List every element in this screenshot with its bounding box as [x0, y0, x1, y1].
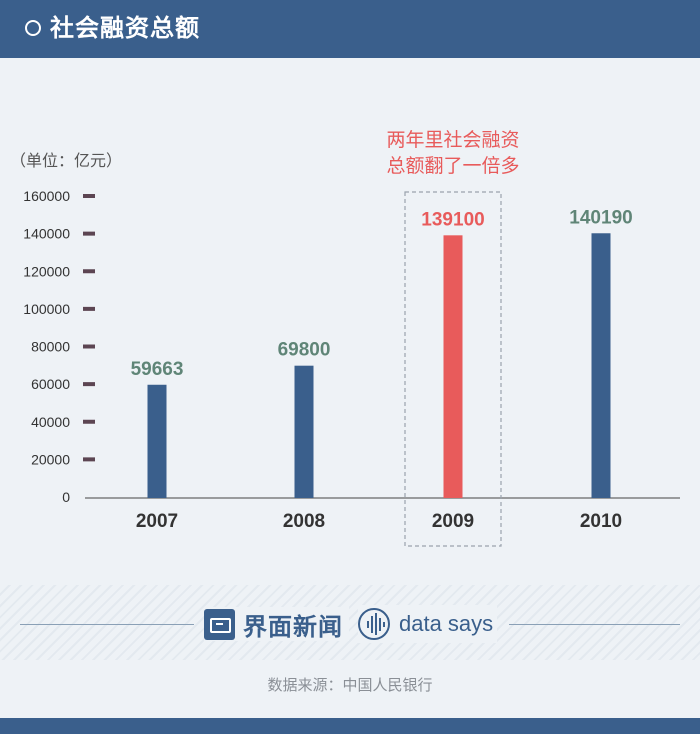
bar-2008 — [294, 365, 314, 498]
highlight-frame — [404, 191, 502, 547]
bar-chart: （单位：亿元） 0 20000 40000 60000 80000 100000 120000… — [10, 129, 680, 547]
y-tick-mark — [83, 344, 95, 349]
y-tick-label: 0 — [62, 489, 70, 505]
y-tick-label: 140000 — [23, 226, 70, 242]
jiemian-logo-text: 界面新闻 — [243, 612, 343, 641]
header-bar: 社会融资总额 — [0, 0, 700, 58]
bar-2007 — [147, 384, 167, 498]
page-title: 社会融资总额 — [50, 14, 200, 42]
annotation-text: 总额翻了一倍多 — [386, 155, 519, 177]
jiemian-logo-icon — [204, 608, 235, 640]
footer-divider-left — [20, 624, 194, 625]
annotation-text: 两年里社会融资 — [386, 129, 519, 151]
y-tick-mark — [83, 457, 95, 462]
y-tick-mark — [83, 194, 95, 198]
y-tick-mark — [83, 382, 95, 387]
x-tick-label: 2010 — [580, 511, 622, 532]
unit-label: （单位：亿元） — [10, 151, 122, 170]
y-tick-label: 120000 — [23, 263, 70, 279]
y-tick-label: 100000 — [23, 301, 70, 317]
y-tick-label: 40000 — [31, 414, 70, 430]
y-tick-mark — [83, 419, 95, 424]
value-label: 139100 — [421, 209, 484, 230]
data-says-logo: data says — [358, 605, 498, 643]
footer-divider-right — [509, 624, 680, 625]
jiemian-logo: 界面新闻 — [204, 607, 349, 641]
value-label: 59663 — [131, 359, 184, 380]
value-label: 140190 — [569, 207, 632, 228]
x-tick-label: 2007 — [136, 511, 178, 532]
bar-2010 — [591, 233, 611, 498]
circle-icon — [25, 20, 41, 36]
y-tick-label: 20000 — [31, 451, 70, 467]
y-tick-label: 60000 — [31, 376, 70, 392]
y-tick-mark — [83, 231, 95, 236]
y-tick-mark — [83, 306, 95, 311]
footer-pattern — [0, 585, 700, 660]
data-says-text: data says — [399, 611, 494, 636]
waveform-icon — [358, 608, 390, 640]
y-tick-mark — [83, 269, 95, 274]
bottom-bar — [0, 718, 700, 734]
x-tick-label: 2008 — [283, 511, 325, 532]
value-label: 69800 — [278, 340, 331, 361]
bar-2009 — [443, 235, 463, 499]
x-tick-label: 2009 — [432, 511, 474, 532]
data-source: 数据来源：中国人民银行 — [267, 676, 433, 694]
y-tick-label: 80000 — [31, 339, 70, 355]
y-tick-label: 160000 — [23, 188, 70, 204]
